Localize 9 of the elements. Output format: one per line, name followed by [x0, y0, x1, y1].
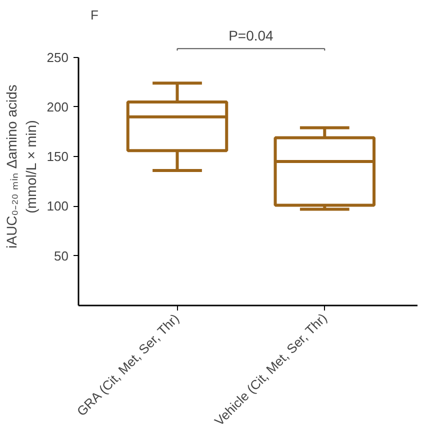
text: P=0.04 — [228, 28, 274, 44]
y-tick-label: 200 — [46, 99, 69, 114]
y-axis-title: iAUC₀₋₂₀ ₘᵢₙ Δamino acids (mmol/L × min) — [4, 84, 39, 248]
y-tick-label: 50 — [54, 248, 69, 264]
y-tick-label: 250 — [46, 50, 69, 65]
y-tick-label: 100 — [46, 198, 69, 214]
chart-title: F — [90, 8, 98, 22]
y-tick-label: 150 — [46, 149, 69, 164]
x-tick-label: GRA (Cit, Met, Ser, Thr) — [74, 310, 182, 419]
